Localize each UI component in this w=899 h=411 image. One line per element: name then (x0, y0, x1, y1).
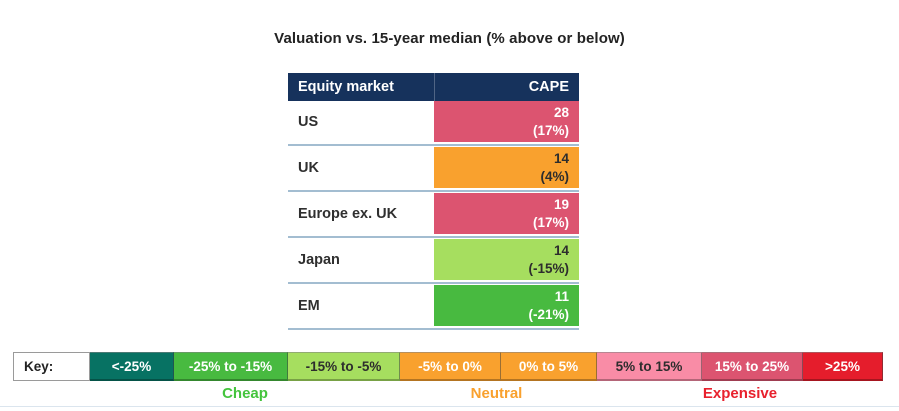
row-separator (288, 280, 579, 285)
table-row-uk: UK 14 (4%) (288, 147, 579, 188)
chart-title: Valuation vs. 15-year median (% above or… (274, 30, 625, 47)
key-band-above-25: >25% (803, 352, 883, 381)
row-separator (288, 142, 579, 147)
group-label-cheap: Cheap (222, 385, 268, 402)
market-name: Europe ex. UK (288, 193, 434, 234)
cape-pct: (17%) (532, 122, 569, 138)
cape-value: 28 (553, 104, 569, 120)
row-separator (288, 188, 579, 193)
group-label-neutral: Neutral (470, 385, 523, 402)
market-name: Japan (288, 239, 434, 280)
table-row-europe-ex-uk: Europe ex. UK 19 (17%) (288, 193, 579, 234)
row-separator (288, 326, 579, 331)
key-band-5-15: 5% to 15% (597, 352, 702, 381)
cape-value-cell: 11 (-21%) (433, 285, 579, 326)
table-row-us: US 28 (17%) (288, 101, 579, 142)
table-row-japan: Japan 14 (-15%) (288, 239, 579, 280)
key-band-neg15-neg5: -15% to -5% (288, 352, 400, 381)
cape-value-cell: 28 (17%) (433, 101, 579, 142)
cape-value: 19 (553, 196, 569, 212)
group-label-expensive: Expensive (702, 385, 778, 402)
column-header-equity-market: Equity market (298, 79, 394, 95)
cape-value: 11 (554, 288, 569, 304)
key-label: Key: (13, 352, 90, 381)
color-key-bar: Key: <-25% -25% to -15% -15% to -5% -5% … (13, 352, 883, 381)
table-header-row: Equity market CAPE (288, 73, 579, 101)
key-band-0-5: 0% to 5% (501, 352, 597, 381)
cape-pct: (-21%) (528, 306, 569, 322)
cape-value-cell: 14 (4%) (433, 147, 579, 188)
cape-pct: (-15%) (528, 260, 569, 276)
column-header-cape: CAPE (433, 73, 580, 101)
cape-value: 14 (553, 150, 569, 166)
key-band-neg5-0: -5% to 0% (400, 352, 501, 381)
cape-pct: (17%) (532, 214, 569, 230)
market-name: US (288, 101, 434, 142)
bottom-divider (0, 406, 899, 407)
table-row-em: EM 11 (-21%) (288, 285, 579, 326)
cape-value-cell: 19 (17%) (433, 193, 579, 234)
cape-value-cell: 14 (-15%) (433, 239, 579, 280)
key-band-15-25: 15% to 25% (702, 352, 803, 381)
valuation-table: Equity market CAPE US 28 (17%) UK 14 (4%… (288, 73, 579, 331)
key-band-neg25-neg15: -25% to -15% (174, 352, 288, 381)
cape-pct: (4%) (540, 168, 569, 184)
row-separator (288, 234, 579, 239)
market-name: UK (288, 147, 434, 188)
market-name: EM (288, 285, 434, 326)
key-band-below-neg25: <-25% (90, 352, 174, 381)
cape-value: 14 (553, 242, 569, 258)
